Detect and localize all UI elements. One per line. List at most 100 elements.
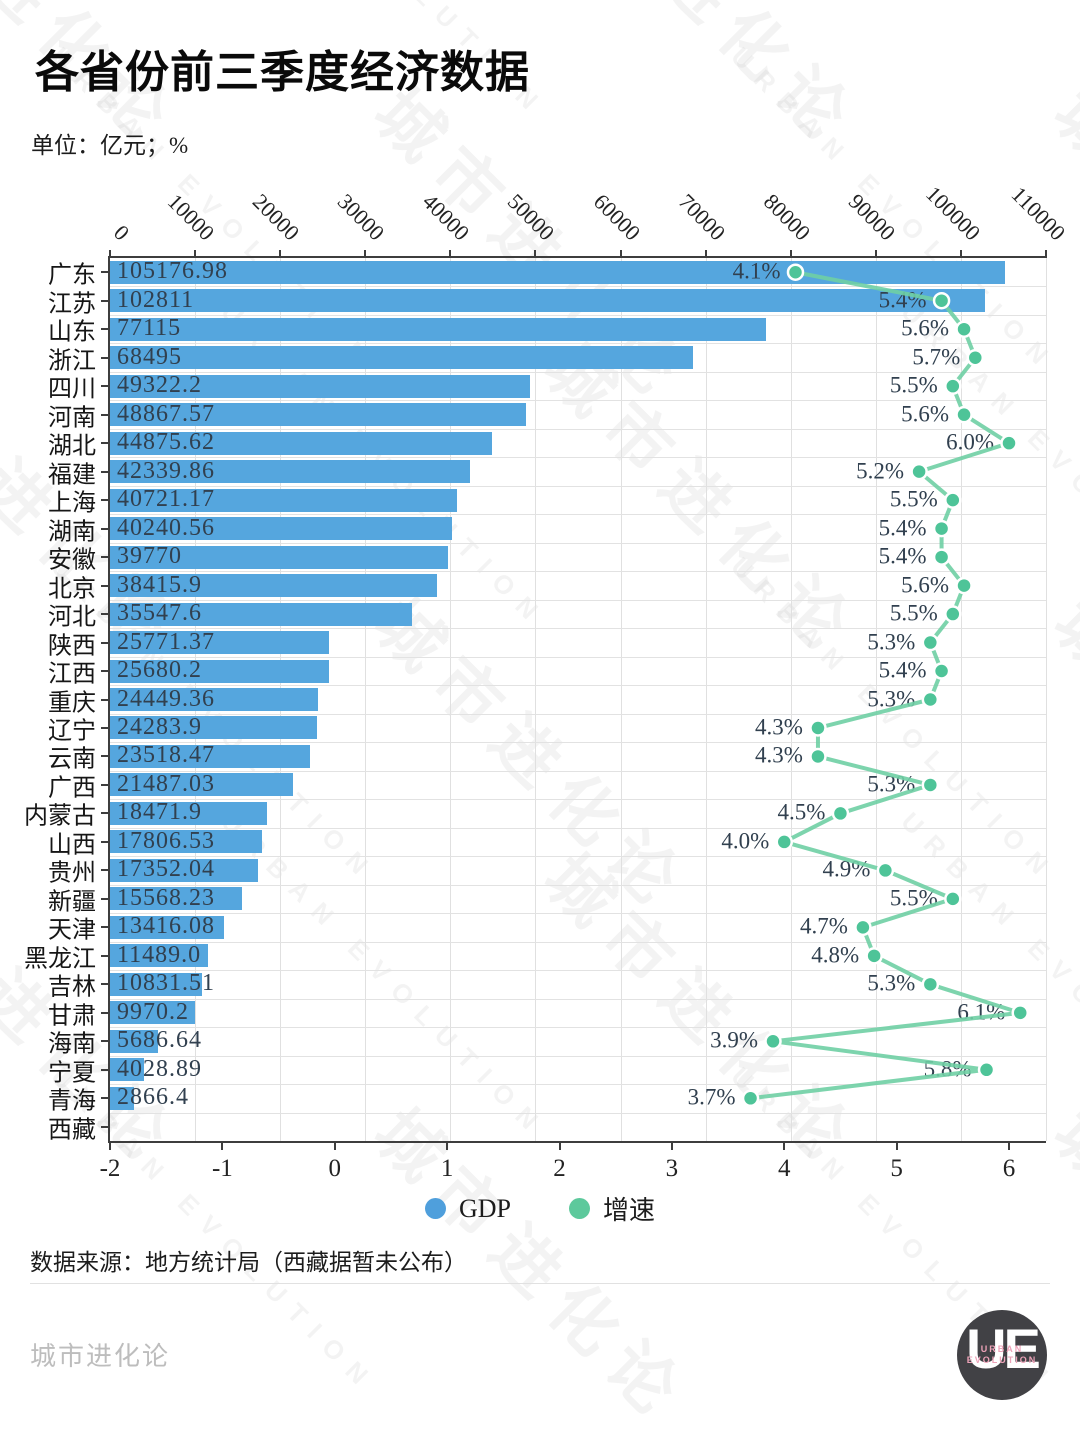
left-axis-tick (101, 299, 109, 302)
left-axis-tick (101, 356, 109, 359)
gridline-horizontal (110, 571, 1046, 573)
ue-logo-subtext: URBAN EVOLUTION (957, 1344, 1047, 1366)
top-axis-tick-label: 30000 (333, 188, 390, 246)
growth-marker (910, 462, 928, 481)
row-label: 福建 (48, 462, 96, 489)
row-label: 浙江 (48, 348, 96, 375)
gdp-bar (110, 602, 413, 626)
gdp-value-label: 13416.08 (117, 913, 215, 940)
bottom-axis-tick-label: 6 (1002, 1155, 1016, 1182)
gridline-horizontal (110, 913, 1046, 915)
growth-marker (921, 776, 940, 794)
gdp-bar (110, 972, 203, 996)
growth-marker (1011, 1004, 1029, 1022)
growth-value-label: 4.1% (732, 258, 781, 284)
gdp-value-label: 2866.4 (117, 1084, 189, 1111)
gridline-vertical (620, 258, 622, 1141)
gridline-horizontal (110, 770, 1046, 772)
gdp-value-label: 68495 (117, 343, 182, 370)
gdp-bar (110, 858, 258, 882)
row-label: 山东 (48, 319, 96, 346)
growth-marker (944, 890, 962, 908)
gdp-bar (110, 403, 526, 427)
legend-label-gdp: GDP (458, 1193, 511, 1223)
gridline-horizontal (110, 884, 1046, 886)
bottom-axis-tick (783, 1141, 786, 1150)
top-axis-tick (704, 250, 707, 258)
watermark-text: 城市进化论 (526, 0, 884, 167)
top-axis-line (110, 256, 1046, 258)
left-axis-tick (101, 527, 109, 530)
gdp-bar (110, 431, 492, 455)
legend-item-growth: 增速 (569, 1190, 655, 1227)
row-label: 河南 (48, 405, 96, 432)
left-axis-line (108, 256, 110, 1143)
gdp-bar (110, 659, 329, 683)
growth-marker (955, 576, 973, 595)
bottom-axis-tick-label: 1 (440, 1155, 454, 1182)
growth-value-label: 5.5% (889, 372, 938, 398)
gdp-bar (110, 1001, 195, 1025)
gridline-horizontal (110, 1055, 1046, 1057)
row-label: 云南 (48, 746, 96, 773)
growth-marker (944, 377, 962, 395)
row-label: 广西 (48, 775, 96, 802)
ue-logo: UE URBAN EVOLUTION (957, 1310, 1047, 1400)
gridline-vertical (875, 258, 877, 1141)
growth-marker (932, 291, 951, 310)
growth-value-label: 3.7% (687, 1084, 736, 1110)
left-axis-tick (101, 983, 109, 986)
gridline-horizontal (110, 1084, 1046, 1086)
top-axis-tick-label: 70000 (673, 188, 731, 246)
bottom-axis-tick (221, 1141, 224, 1150)
growth-marker (854, 918, 872, 937)
gridline-vertical (705, 258, 707, 1141)
growth-marker (921, 690, 940, 709)
gdp-legend-dot-icon (424, 1198, 446, 1219)
left-axis-tick (101, 1125, 109, 1128)
top-axis-tick-label: 20000 (247, 188, 305, 246)
left-axis-tick (101, 499, 109, 502)
legend-label-growth: 增速 (603, 1196, 656, 1225)
top-axis-tick-label: 60000 (588, 188, 645, 246)
gdp-bar (110, 545, 449, 569)
growth-marker (932, 519, 951, 538)
left-axis-tick (101, 1011, 109, 1014)
row-label: 辽宁 (48, 718, 96, 745)
gdp-bar (110, 317, 767, 341)
plot-area: 0 10000 20000 30000 40000 50000 60000 70000 8000… (24, 181, 1070, 1182)
top-axis-tick-label: 80000 (758, 188, 816, 246)
top-axis-tick-label: 40000 (418, 188, 475, 246)
gridline-horizontal (110, 1112, 1046, 1114)
top-axis-tick (279, 250, 282, 258)
growth-value-label: 4.8% (811, 942, 860, 968)
top-axis-tick-label: 50000 (503, 188, 560, 246)
row-label: 湖北 (48, 433, 96, 460)
gdp-value-label: 38415.9 (117, 571, 202, 598)
growth-value-label: 5.6% (901, 315, 950, 341)
left-axis-tick (101, 954, 109, 957)
gdp-value-label: 24283.9 (117, 713, 202, 740)
gridline-horizontal (110, 742, 1046, 744)
growth-value-label: 4.3% (755, 714, 803, 740)
top-axis-tick-label: 90000 (843, 188, 901, 246)
growth-marker (966, 348, 985, 367)
gridline-horizontal (110, 656, 1046, 658)
left-axis-tick (101, 698, 109, 701)
gridline-horizontal (110, 457, 1046, 459)
left-axis-tick (101, 413, 109, 416)
left-axis-tick (101, 556, 109, 559)
gdp-value-label: 5686.64 (117, 1027, 202, 1054)
row-label: 重庆 (48, 690, 96, 716)
gdp-bar (110, 260, 1005, 284)
bottom-axis-tick-label: 5 (890, 1155, 903, 1182)
gdp-value-label: 24449.36 (117, 685, 215, 712)
growth-marker (921, 975, 940, 994)
top-axis-tick-label: 0 (108, 219, 135, 246)
gdp-value-label: 11489.0 (117, 941, 202, 968)
bottom-axis-line (110, 1141, 1046, 1143)
gdp-value-label: 15568.23 (117, 884, 215, 911)
gdp-value-label: 77115 (117, 315, 182, 342)
bottom-axis-tick (558, 1141, 561, 1150)
row-label: 宁夏 (48, 1060, 96, 1087)
